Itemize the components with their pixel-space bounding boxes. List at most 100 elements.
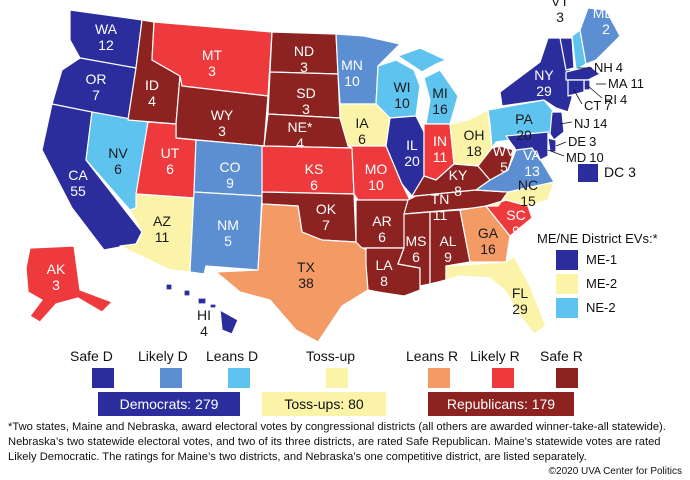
- state-ev-label: 9: [512, 223, 520, 239]
- legend-safe-d-swatch: [92, 368, 114, 388]
- state-ev-label: 12: [98, 37, 114, 53]
- state-ev-label: 18: [466, 143, 482, 159]
- small-state-abbr: MA: [608, 76, 628, 91]
- state-ev-label: 6: [310, 177, 318, 193]
- state-abbr-label: NC: [518, 177, 538, 193]
- state-abbr-label: CA: [68, 167, 88, 183]
- state-abbr-label: NV: [108, 145, 128, 161]
- legend-likely-r-label: Likely R: [470, 348, 520, 364]
- state-abbr-label: WI: [393, 79, 410, 95]
- state-abbr-label: AR: [372, 213, 391, 229]
- state-abbr-label: WY: [211, 107, 234, 123]
- small-state-ev: 10: [589, 150, 603, 165]
- state-ev-label: 10: [368, 177, 384, 193]
- state-abbr-label: NE*: [288, 119, 313, 135]
- state-WI[interactable]: [375, 59, 421, 119]
- state-abbr-label: AL: [439, 233, 456, 249]
- state-abbr-label: FL: [512, 285, 529, 301]
- state-FL[interactable]: [445, 255, 547, 335]
- state-ev-label: 11: [433, 207, 448, 223]
- state-ev-label: 15: [520, 193, 536, 209]
- district-swatch: [556, 250, 578, 270]
- small-state-ev: 14: [593, 116, 607, 131]
- state-abbr-label: ID: [145, 77, 159, 93]
- republicans-total: Republicans: 179: [428, 392, 574, 416]
- state-ev-label: 29: [512, 301, 528, 317]
- state-AK[interactable]: [25, 245, 113, 323]
- state-CT[interactable]: [567, 79, 585, 97]
- state-ev-label: 9: [444, 249, 452, 265]
- district-swatch: [556, 274, 578, 294]
- legend-tossup-swatch: [326, 368, 348, 388]
- state-NY[interactable]: [499, 37, 573, 113]
- copyright: ©2020 UVA Center for Politics: [548, 466, 682, 477]
- legend-safe-d-label: Safe D: [70, 348, 113, 364]
- district-me-2: ME-2: [556, 274, 676, 294]
- state-ME[interactable]: [579, 7, 621, 65]
- state-ev-label: 16: [480, 241, 496, 257]
- legend-tossup-label: Toss-up: [306, 348, 356, 364]
- state-NJ[interactable]: [549, 111, 565, 141]
- legend-leans-r-swatch: [428, 368, 450, 388]
- state-abbr-label: PA: [515, 111, 533, 127]
- state-TX[interactable]: [215, 203, 369, 343]
- state-ev-label: 5: [500, 159, 508, 175]
- state-HI[interactable]: [165, 283, 239, 335]
- state-abbr-label: GA: [478, 225, 499, 241]
- state-abbr-label: IN: [433, 133, 447, 149]
- state-ev-label: 38: [298, 275, 314, 291]
- state-abbr-label: MS: [406, 233, 427, 249]
- state-abbr-label: NM: [217, 217, 239, 233]
- state-GA[interactable]: [459, 205, 511, 263]
- state-ev-label: 3: [52, 277, 60, 293]
- state-abbr-label: ME*: [593, 5, 620, 21]
- legend-leans-d-label: Leans D: [206, 348, 259, 364]
- state-ev-label: 5: [224, 233, 232, 249]
- state-abbr-label: NY: [534, 67, 554, 83]
- state-ev-label: 8: [454, 183, 462, 199]
- legend-safe-r-swatch: [556, 368, 578, 388]
- state-ev-label: 6: [358, 131, 366, 147]
- state-ev-label: 6: [378, 229, 386, 245]
- district-label: ME-1: [586, 252, 618, 267]
- legend-leans-r-label: Leans R: [406, 348, 459, 364]
- state-ev-label: 9: [226, 175, 234, 191]
- state-abbr-label: UT: [161, 145, 180, 161]
- state-abbr-label: HI: [197, 307, 211, 323]
- state-VA[interactable]: [475, 147, 555, 193]
- state-ev-label: 10: [344, 73, 360, 89]
- small-state-label-nh: NH 4: [594, 60, 623, 75]
- state-ev-label: 11: [155, 229, 170, 245]
- small-state-abbr: RI: [604, 92, 617, 107]
- small-state-abbr: CT: [584, 98, 601, 113]
- footnote: *Two states, Maine and Nebraska, award e…: [8, 421, 666, 463]
- state-abbr-label: TN: [431, 191, 450, 207]
- small-state-label-md: MD 10: [566, 150, 604, 165]
- electoral-map: WA12OR7CA55NV6ID4MT3WY3UT6AZ11CO9NM5ND3S…: [25, 0, 644, 343]
- state-ev-label: 3: [208, 63, 216, 79]
- state-RI[interactable]: [583, 79, 591, 91]
- district-ne-2: NE-2: [556, 298, 676, 318]
- state-abbr-label: SC: [506, 207, 525, 223]
- legend-safe-r-label: Safe R: [540, 348, 583, 364]
- state-ev-label: 7: [92, 87, 100, 103]
- state-MA[interactable]: [565, 65, 601, 81]
- state-ev-label: 20: [404, 153, 420, 169]
- state-ev-label: 2: [602, 21, 610, 37]
- state-DE[interactable]: [547, 137, 557, 153]
- state-abbr-label: ND: [294, 43, 314, 59]
- district-label: NE-2: [586, 300, 616, 315]
- state-ev-label: 13: [524, 163, 540, 179]
- tossups-total: Toss-ups: 80: [262, 392, 386, 416]
- state-MD[interactable]: [505, 131, 549, 161]
- state-ev-label: 4: [296, 135, 304, 151]
- dc-label: DC 3: [604, 164, 636, 180]
- state-abbr-label: KS: [305, 161, 324, 177]
- state-ev-label: 55: [70, 183, 86, 199]
- small-state-abbr: DE: [568, 134, 586, 149]
- state-VT[interactable]: [559, 37, 575, 71]
- state-ev-label: 6: [166, 161, 174, 177]
- dc-swatch: [578, 164, 598, 182]
- state-abbr-label: OK: [316, 201, 337, 217]
- state-abbr-label: TX: [297, 259, 316, 275]
